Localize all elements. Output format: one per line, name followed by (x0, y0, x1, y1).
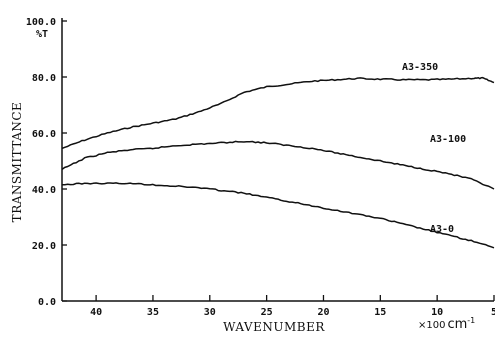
series-line-a3-0 (61, 182, 495, 249)
y-tick-label: 40.0 (32, 185, 56, 196)
x-unit-prefix: ×100 (418, 320, 445, 331)
series-line-a3-100 (61, 140, 495, 190)
y-ticks: 0.0 20.0 40.0 60.0 80.0 100.0 (26, 17, 67, 308)
series-labels: A3-350 A3-100 A3-0 (402, 62, 466, 235)
series-curves (61, 76, 495, 249)
x-tick-label: 40 (90, 307, 102, 318)
series-label-a3-100: A3-100 (430, 134, 466, 145)
x-unit-main: cm (447, 317, 467, 332)
x-tick-label: 35 (147, 307, 159, 318)
y-tick-label: 0.0 (38, 297, 56, 308)
y-unit-label: %T (36, 29, 48, 40)
y-tick-label: 20.0 (32, 241, 56, 252)
x-unit-label: ×100 cm-1 (418, 316, 475, 332)
x-tick-label: 30 (204, 307, 216, 318)
x-tick-label: 20 (317, 307, 329, 318)
x-tick-label: 5 (491, 307, 495, 318)
y-axis-title: TRANSMITTANCE (10, 102, 24, 223)
x-tick-label: 25 (261, 307, 273, 318)
y-tick-label: 80.0 (32, 73, 56, 84)
series-label-a3-350: A3-350 (402, 62, 438, 73)
x-ticks: 40 35 30 25 20 15 10 5 (90, 295, 495, 318)
series-line-a3-350 (61, 76, 495, 150)
y-tick-label: 100.0 (26, 17, 56, 28)
x-axis-title: WAVENUMBER (223, 320, 325, 334)
x-unit-exponent: -1 (467, 316, 475, 325)
y-tick-label: 60.0 (32, 129, 56, 140)
x-tick-label: 10 (431, 307, 443, 318)
x-tick-label: 15 (374, 307, 386, 318)
series-label-a3-0: A3-0 (430, 224, 454, 235)
